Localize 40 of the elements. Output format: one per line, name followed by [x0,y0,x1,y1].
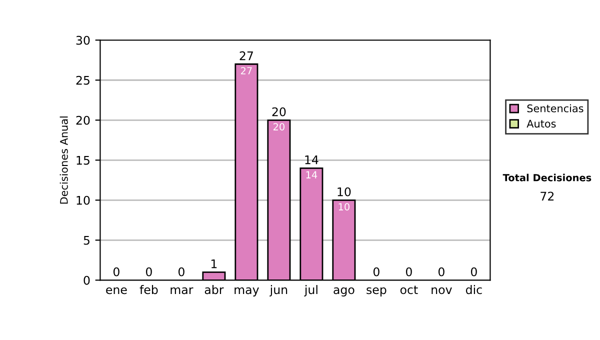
x-tick-label: jun [270,285,288,296]
total-label: 20 [272,107,286,116]
x-tick-label: mar [170,287,194,294]
x-tick-label: nov [432,287,452,294]
x-tick-label: abr [204,285,224,294]
total-label: 0 [373,267,380,276]
total-label: 1 [211,259,217,268]
text: 72 [540,192,554,200]
y-axis-title: Decisiones Anual [60,116,68,204]
total-label: 0 [470,267,477,276]
total-label: 0 [438,267,444,276]
text: Total Decisiones [502,174,592,182]
x-tick-label: jul [304,285,318,296]
y-tick-label: 15 [76,156,90,165]
total-label: 0 [146,267,152,276]
legend-label: Sentencias [527,104,584,112]
x-tick-label: sep [366,287,386,296]
total-label: 0 [113,267,120,276]
total-label: 0 [178,267,184,276]
x-tick-label: ene [106,287,127,294]
y-tick-label: 20 [76,116,90,125]
y-tick-label: 25 [76,76,90,85]
data-label: 20 [273,123,284,130]
total-label: 14 [305,155,318,164]
x-tick-label: feb [140,285,158,294]
total-label: 0 [406,267,412,276]
data-label: 27 [240,67,252,74]
data-label: 14 [306,171,318,178]
x-tick-label: dic [466,285,482,294]
y-tick-label: 10 [76,196,90,205]
y-tick-label: 30 [76,36,90,45]
x-tick-label: may [234,287,259,296]
y-tick-label: 5 [84,236,90,245]
x-tick-label: ago [334,287,354,296]
y-tick-label: 0 [84,276,90,285]
total-label: 27 [240,51,253,60]
legend-label: Autos [526,120,556,128]
x-tick-label: oct [400,286,418,294]
total-label: 10 [338,187,351,196]
data-label: 10 [338,203,350,210]
